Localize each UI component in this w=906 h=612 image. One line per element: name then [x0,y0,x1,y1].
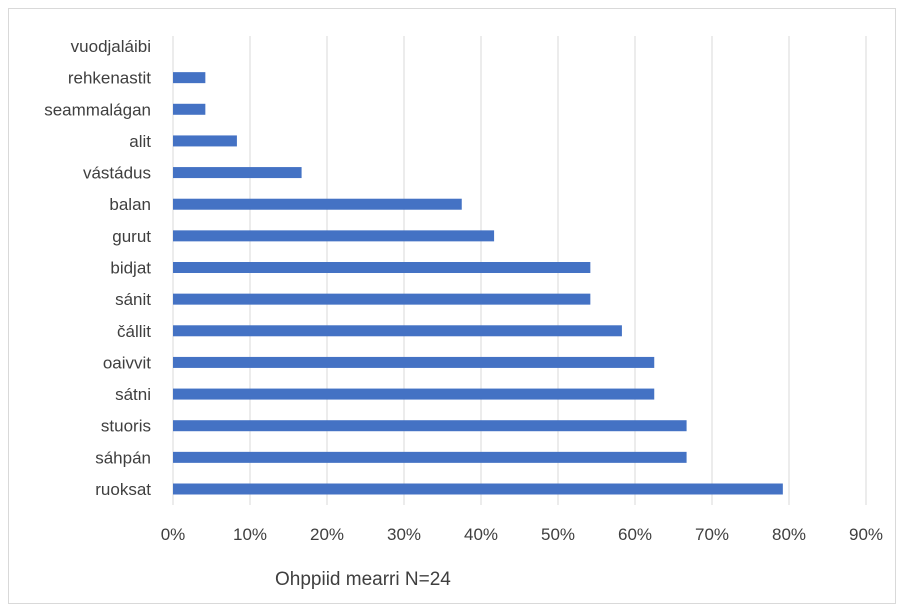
x-axis-title: Ohppiid mearri N=24 [275,569,451,590]
x-tick-label: 70% [695,525,729,544]
bar [173,72,206,84]
category-label: stuoris [101,417,151,436]
category-label: balan [109,195,151,214]
bar [173,293,591,305]
x-tick-label: 90% [849,525,883,544]
category-label: seammalágan [44,100,151,119]
bar [173,483,783,495]
bars [173,72,783,495]
x-tick-labels: 0% 10% 20% 30% 40% 50% 60% 70% 80% 90% [161,525,883,544]
category-label: rehkenastit [68,69,151,88]
category-labels: ruoksat sáhpán stuoris sátni oaivvit čállit sá… [44,37,151,499]
bar [173,262,591,273]
category-label: oaivvit [103,353,151,372]
chart-frame [8,8,896,604]
bar [173,356,655,368]
bar [173,451,687,463]
x-tick-label: 80% [772,525,806,544]
bar [173,135,237,147]
category-label: vuodjaláibi [71,37,151,56]
x-tick-label: 60% [618,525,652,544]
category-label: vástádus [83,164,151,183]
bar [173,420,687,432]
category-label: ruoksat [95,480,151,499]
x-tick-label: 0% [161,525,186,544]
category-label: čállit [117,322,151,341]
bar [173,198,462,210]
x-tick-label: 10% [233,525,267,544]
category-label: sátni [115,385,151,404]
category-label: bidjat [110,259,151,278]
bar [173,103,206,115]
x-tick-label: 40% [464,525,498,544]
bar [173,167,302,179]
bar [173,325,622,337]
bar [173,230,495,242]
category-label: sánit [115,290,151,309]
category-label: sáhpán [95,448,151,467]
category-label: alit [129,132,151,151]
x-tick-label: 20% [310,525,344,544]
x-tick-label: 50% [541,525,575,544]
x-tick-label: 30% [387,525,421,544]
bar [173,388,655,400]
category-label: gurut [112,227,151,246]
